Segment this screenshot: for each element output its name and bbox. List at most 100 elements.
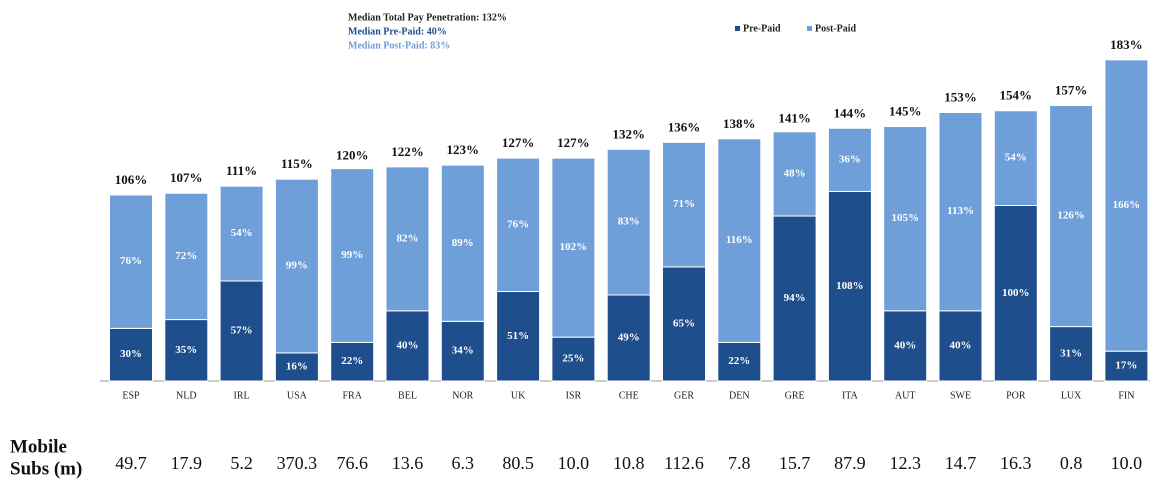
bar-segment (827, 190, 872, 382)
data-label: 99% (286, 260, 308, 272)
legend-label: Pre-Paid (743, 23, 781, 34)
data-label: 113% (947, 205, 974, 217)
data-label: 17% (1115, 360, 1137, 372)
x-tick-label: UK (511, 390, 526, 401)
subs-value: 14.7 (945, 453, 977, 473)
x-tick-label: CHE (619, 390, 639, 401)
bar-segment (993, 110, 1038, 206)
x-tick-label: ISR (566, 390, 582, 401)
data-label: 51% (507, 330, 529, 342)
annotation: Median Post-Paid: 83% (348, 40, 450, 51)
data-label: 57% (231, 325, 253, 337)
legend-swatch (735, 26, 740, 31)
row-label: Mobile (10, 436, 67, 457)
data-label: 65% (673, 317, 695, 329)
x-tick-label: AUT (895, 390, 916, 401)
subs-value: 10.0 (558, 453, 590, 473)
x-tick-label: GER (674, 390, 694, 401)
bar-segment (330, 341, 375, 382)
bar-segment (330, 168, 375, 343)
x-tick-label: POR (1006, 390, 1026, 401)
subs-value: 10.8 (613, 453, 645, 473)
data-label: 76% (507, 218, 529, 230)
bar-segment (1049, 326, 1094, 382)
bar-segment (496, 290, 541, 382)
subs-value: 12.3 (889, 453, 921, 473)
data-label: 108% (836, 280, 864, 292)
total-label: 157% (1055, 82, 1088, 97)
legend-swatch (807, 26, 812, 31)
row-label: Subs (m) (10, 458, 82, 479)
total-label: 144% (834, 105, 867, 120)
bar-segment (606, 148, 651, 296)
data-label: 25% (562, 353, 584, 365)
subs-value: 16.3 (1000, 453, 1032, 473)
subs-value: 10.0 (1111, 453, 1143, 473)
data-label: 16% (286, 360, 308, 372)
x-tick-label: BEL (398, 390, 417, 401)
x-tick-label: LUX (1061, 390, 1082, 401)
data-label: 99% (341, 249, 363, 261)
annotation: Median Total Pay Penetration: 132% (348, 12, 507, 23)
total-label: 120% (336, 147, 369, 162)
bar-segment (440, 164, 485, 322)
x-tick-label: NLD (176, 390, 197, 401)
data-label: 82% (397, 232, 419, 244)
bar-segment (551, 336, 596, 382)
subs-value: 15.7 (779, 453, 811, 473)
data-label: 94% (784, 292, 806, 304)
bar-segment (385, 166, 430, 312)
total-label: 145% (889, 104, 922, 119)
data-label: 40% (894, 339, 916, 351)
total-label: 136% (668, 119, 701, 134)
subs-value: 6.3 (452, 453, 475, 473)
bar-segment (274, 178, 319, 354)
data-label: 54% (231, 227, 253, 239)
total-label: 122% (391, 144, 424, 159)
total-label: 183% (1110, 37, 1143, 52)
bar-segment (938, 111, 983, 312)
x-tick-label: GRE (785, 390, 805, 401)
bar-segment (1104, 59, 1149, 352)
bar-segment (883, 310, 928, 382)
total-label: 154% (1000, 88, 1033, 103)
legend-label: Post-Paid (815, 23, 857, 34)
bar-segment (496, 157, 541, 292)
x-tick-label: ESP (122, 390, 140, 401)
subs-value: 49.7 (115, 453, 147, 473)
bar-segment (772, 131, 817, 217)
total-label: 127% (557, 135, 590, 150)
data-label: 126% (1057, 210, 1085, 222)
x-tick-label: ITA (842, 390, 859, 401)
data-label: 48% (784, 167, 806, 179)
bar-segment (717, 138, 762, 343)
x-tick-label: SWE (950, 390, 971, 401)
subs-value: 13.6 (392, 453, 424, 473)
data-label: 22% (341, 355, 363, 367)
data-label: 31% (1060, 347, 1082, 359)
bar-segment (109, 194, 153, 329)
total-label: 132% (612, 126, 645, 141)
data-label: 35% (175, 344, 197, 356)
bar-segment (827, 127, 872, 192)
x-tick-label: NOR (452, 390, 473, 401)
total-label: 138% (723, 116, 756, 131)
total-label: 115% (281, 156, 313, 171)
data-label: 30% (120, 348, 142, 360)
subs-value: 87.9 (834, 453, 866, 473)
data-label: 76% (120, 255, 142, 267)
bar-segment (662, 266, 706, 382)
total-label: 141% (778, 111, 811, 126)
bar-segment (1049, 104, 1094, 328)
data-label: 36% (839, 153, 861, 165)
data-label: 166% (1113, 199, 1141, 211)
total-label: 106% (115, 172, 148, 187)
x-tick-label: IRL (234, 390, 250, 401)
total-label: 107% (170, 170, 203, 185)
bar-segment (606, 294, 651, 382)
data-label: 100% (1002, 287, 1030, 299)
subs-value: 370.3 (277, 453, 318, 473)
subs-value: 7.8 (728, 453, 751, 473)
total-label: 123% (447, 142, 480, 157)
